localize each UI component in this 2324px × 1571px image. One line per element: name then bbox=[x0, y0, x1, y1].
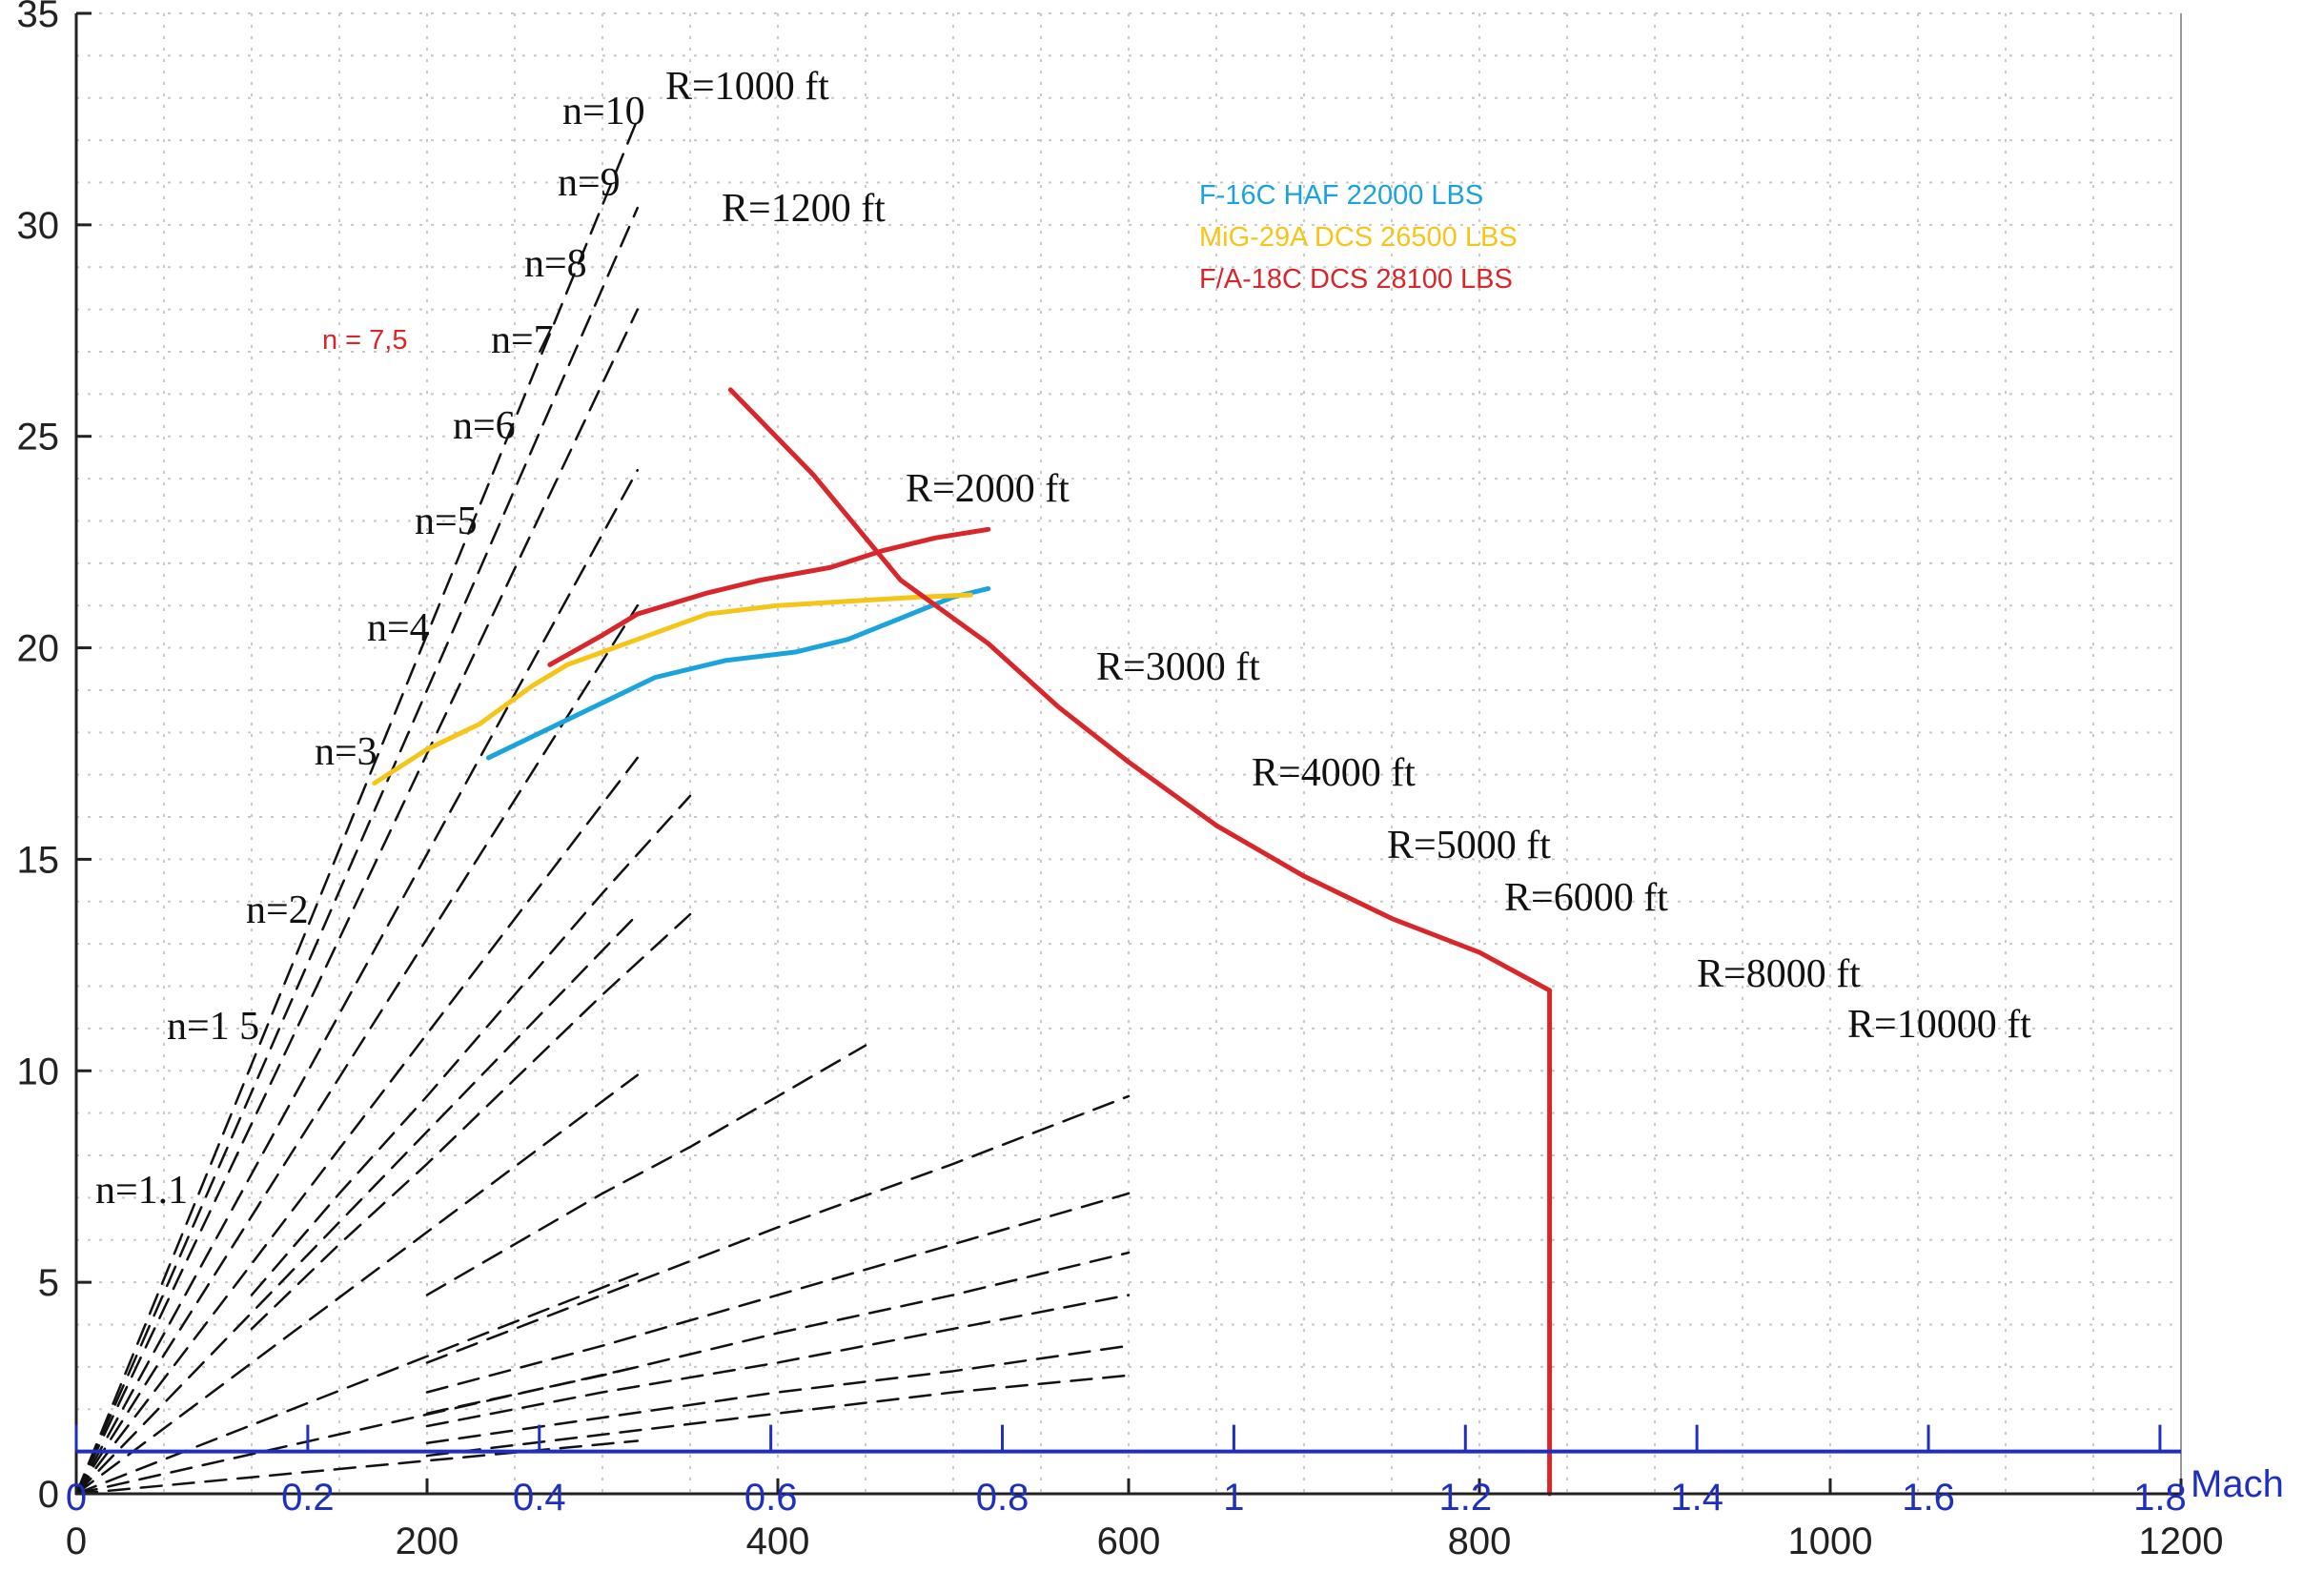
load-factor-line bbox=[74, 308, 640, 1496]
mach-tick-label: 0.4 bbox=[513, 1477, 566, 1519]
turn-radius-line bbox=[425, 1294, 1131, 1428]
aircraft-series-line bbox=[547, 526, 991, 667]
mach-tick-label: 0.8 bbox=[976, 1477, 1029, 1519]
load-factor-line bbox=[74, 756, 640, 1496]
mach-tick-label: 1.2 bbox=[1438, 1477, 1492, 1519]
load-factor-line bbox=[74, 603, 640, 1496]
load-factor-label: n=8 bbox=[524, 242, 587, 286]
legend: F-16C HAF 22000 LBS MiG-29A DCS 26500 LBS… bbox=[1199, 180, 1518, 295]
mach-tick-label: 1 bbox=[1223, 1477, 1244, 1519]
x-tick-label: 400 bbox=[746, 1520, 810, 1562]
curve-layer bbox=[74, 117, 1131, 1496]
mach-tick-label: 1.8 bbox=[2133, 1477, 2187, 1519]
x-tick-label: 1000 bbox=[1788, 1520, 1873, 1562]
y-tick-label: 20 bbox=[17, 628, 60, 670]
load-factor-line bbox=[74, 206, 640, 1496]
load-factor-line bbox=[74, 468, 640, 1496]
turn-radius-label: R=6000 ft bbox=[1504, 876, 1668, 920]
load-factor-line bbox=[74, 1073, 640, 1496]
turn-radius-label: R=2000 ft bbox=[906, 467, 1070, 511]
grid-layer bbox=[75, 12, 2182, 1495]
y-tick-label: 10 bbox=[17, 1051, 60, 1092]
mach-axis-label: Mach bbox=[2191, 1463, 2284, 1505]
mach-tick-label: 1.4 bbox=[1670, 1477, 1723, 1519]
load-factor-line bbox=[74, 1273, 640, 1496]
turn-radius-line bbox=[425, 1044, 867, 1296]
load-factor-label: n=9 bbox=[558, 161, 621, 205]
load-factor-label: n=1.1 bbox=[95, 1169, 188, 1213]
turn-radius-label: R=4000 ft bbox=[1252, 751, 1416, 795]
load-factor-label: n=2 bbox=[246, 888, 309, 932]
aircraft-series-line bbox=[372, 592, 973, 786]
mach-tick-label: 0.6 bbox=[744, 1477, 798, 1519]
load-factor-label: n=3 bbox=[315, 730, 377, 774]
aircraft-series-line bbox=[485, 585, 991, 761]
load-factor-label: n=6 bbox=[453, 404, 516, 448]
turn-radius-label: R=5000 ft bbox=[1387, 824, 1551, 867]
x-tick-label: 200 bbox=[396, 1520, 459, 1562]
y-tick-label: 35 bbox=[17, 0, 60, 35]
y-tick-label: 25 bbox=[17, 417, 60, 459]
load-factor-label: n=4 bbox=[367, 606, 430, 650]
turn-radius-label: R=10000 ft bbox=[1847, 1003, 2031, 1047]
legend-entry: F-16C HAF 22000 LBS bbox=[1199, 180, 1483, 211]
turn-radius-line bbox=[425, 1374, 1131, 1458]
load-factor-line bbox=[74, 912, 640, 1496]
y-tick-label: 5 bbox=[38, 1262, 59, 1304]
mach-tick-label: 0 bbox=[66, 1477, 87, 1519]
load-factor-label: n=10 bbox=[562, 90, 645, 133]
y-tick-label: 30 bbox=[17, 205, 60, 247]
series-layer bbox=[372, 387, 1553, 1497]
load-factor-label: n=5 bbox=[415, 500, 478, 543]
x-tick-label: 1200 bbox=[2139, 1520, 2224, 1562]
turn-radius-line bbox=[250, 794, 692, 1296]
load-factor-label: n=7 bbox=[491, 318, 554, 362]
turn-radius-label: R=3000 ft bbox=[1096, 645, 1260, 689]
load-factor-label: n=1 5 bbox=[167, 1005, 259, 1049]
load-factor-line bbox=[74, 117, 640, 1496]
turn-radius-line bbox=[425, 1192, 1131, 1394]
turn-radius-label: R=8000 ft bbox=[1697, 952, 1861, 996]
axis-layer: 0 200 400 600 800 1000 1200 0 5 10 15 20 25 30 35 0 0.2 0… bbox=[17, 0, 2284, 1562]
y-tick-label: 0 bbox=[38, 1474, 59, 1516]
n-7-5-annotation: n = 7,5 bbox=[322, 325, 408, 356]
legend-entry: MiG-29A DCS 26500 LBS bbox=[1199, 222, 1518, 253]
aircraft-series-line bbox=[727, 387, 1553, 1497]
turn-radius-line bbox=[425, 1094, 1131, 1364]
y-tick-label: 15 bbox=[17, 839, 60, 881]
x-tick-label: 600 bbox=[1097, 1520, 1161, 1562]
turn-radius-line bbox=[425, 1344, 1131, 1445]
mach-tick-label: 0.2 bbox=[281, 1477, 335, 1519]
x-tick-label: 0 bbox=[66, 1520, 87, 1562]
turn-radius-label: R=1200 ft bbox=[722, 187, 886, 231]
mach-tick-label: 1.6 bbox=[1902, 1477, 1955, 1519]
turn-radius-label: R=1000 ft bbox=[665, 65, 829, 109]
legend-entry: F/A-18C DCS 28100 LBS bbox=[1199, 264, 1513, 295]
label-layer: n=10 n=9 n=8 n=7 n=6 n=5 n=4 n=3 n=2 n=1 5 n=1.1 R=… bbox=[95, 65, 2031, 1213]
x-tick-label: 800 bbox=[1448, 1520, 1512, 1562]
turn-radius-line bbox=[425, 1251, 1131, 1415]
turn-radius-line bbox=[250, 912, 692, 1331]
